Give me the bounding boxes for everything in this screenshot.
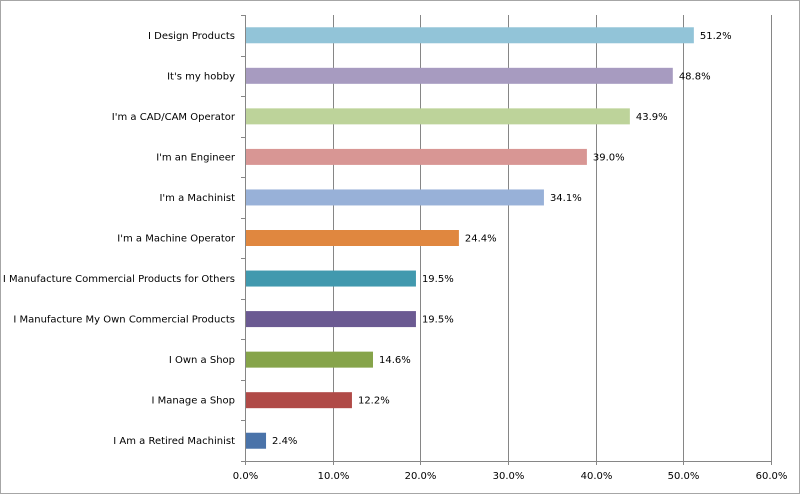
x-tick-label-6: 60.0% [756, 471, 788, 482]
bars [246, 27, 694, 449]
bar-7 [246, 311, 416, 328]
x-tick-label-0: 0.0% [233, 471, 258, 482]
bar-3 [246, 148, 587, 165]
category-label-8: I Own a Shop [169, 355, 235, 366]
value-label-8: 14.6% [379, 355, 411, 366]
category-label-7: I Manufacture My Own Commercial Products [13, 315, 235, 326]
category-label-0: I Design Products [148, 31, 235, 42]
bar-4 [246, 189, 544, 206]
bar-0 [246, 27, 694, 44]
category-label-1: It's my hobby [167, 71, 235, 82]
bar-9 [246, 392, 352, 409]
value-label-4: 34.1% [550, 193, 582, 204]
category-label-2: I'm a CAD/CAM Operator [112, 112, 236, 123]
x-tick-label-2: 20.0% [405, 471, 437, 482]
value-label-6: 19.5% [422, 274, 454, 285]
category-label-5: I'm a Machine Operator [117, 234, 236, 245]
value-label-2: 43.9% [636, 112, 668, 123]
category-label-6: I Manufacture Commercial Products for Ot… [3, 274, 235, 285]
bar-10 [246, 432, 267, 449]
value-label-3: 39.0% [593, 152, 625, 163]
value-label-1: 48.8% [679, 71, 711, 82]
value-label-7: 19.5% [422, 315, 454, 326]
gridlines [333, 15, 772, 461]
bar-6 [246, 270, 416, 287]
value-label-10: 2.4% [272, 436, 297, 447]
value-label-9: 12.2% [358, 396, 390, 407]
value-label-5: 24.4% [465, 234, 497, 245]
bar-1 [246, 67, 673, 84]
category-label-9: I Manage a Shop [152, 396, 236, 407]
x-tick-label-4: 40.0% [581, 471, 613, 482]
category-label-10: I Am a Retired Machinist [113, 436, 235, 447]
x-tick-label-1: 10.0% [318, 471, 350, 482]
category-label-4: I'm a Machinist [159, 193, 235, 204]
axes [241, 15, 772, 465]
x-tick-label-3: 30.0% [493, 471, 525, 482]
bar-8 [246, 351, 373, 368]
labels: 0.0% 10.0% 20.0% 30.0% 40.0% 50.0% 60.0% I Desi… [3, 31, 787, 482]
bar-5 [246, 230, 459, 246]
x-tick-label-5: 50.0% [668, 471, 700, 482]
value-label-0: 51.2% [700, 31, 732, 42]
category-label-3: I'm an Engineer [156, 152, 236, 163]
bar-2 [246, 108, 630, 125]
